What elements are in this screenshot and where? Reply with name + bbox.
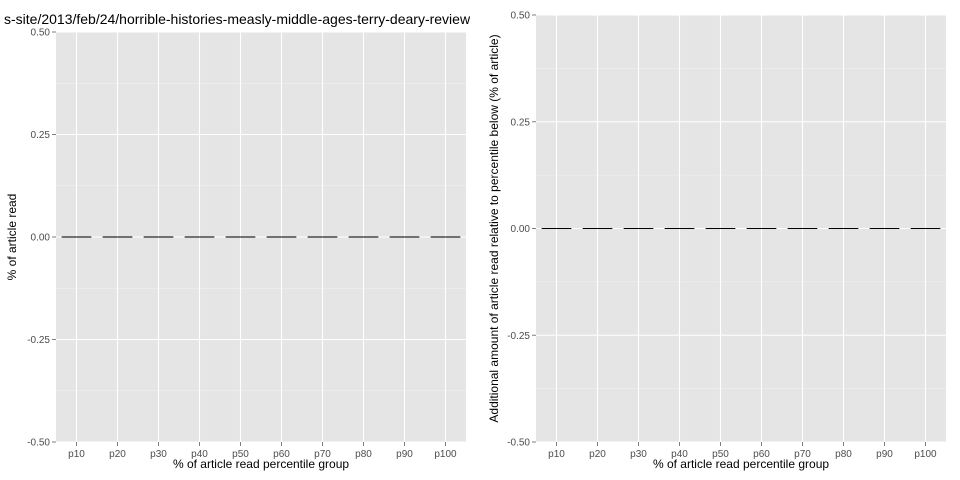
x-tick-label: p10 (548, 449, 565, 460)
x-tick-label: p50 (232, 449, 249, 460)
y-tick-label: -0.50 (27, 438, 50, 449)
y-tick-label: 0.25 (511, 117, 531, 128)
x-tick-label: p60 (273, 449, 290, 460)
x-axis-title: % of article read percentile group (173, 457, 349, 471)
x-tick-label: p30 (150, 449, 167, 460)
chart-title: s-site/2013/feb/24/horrible-histories-me… (4, 11, 471, 27)
x-tick-label: p70 (314, 449, 331, 460)
y-tick-label: -0.50 (507, 438, 530, 449)
x-tick-label: p10 (68, 449, 85, 460)
x-tick-label: p90 (396, 449, 413, 460)
y-axis-title: Additional amount of article read relati… (487, 34, 501, 422)
chart-panel-2: -0.50 -0.25 0.00 0.25 0.50 p10 p20 p30 p40 p50 p60… (487, 11, 946, 471)
x-tick-label: p50 (712, 449, 729, 460)
y-tick-label: -0.25 (27, 335, 50, 346)
y-tick-label: 0.25 (31, 130, 51, 141)
x-tick-label: p100 (914, 449, 937, 460)
x-tick-label: p100 (434, 449, 457, 460)
y-tick-label: 0.00 (511, 224, 531, 235)
x-tick-label: p30 (630, 449, 647, 460)
y-tick-label: 0.50 (31, 28, 51, 39)
x-tick-label: p40 (191, 449, 208, 460)
x-tick-label: p80 (835, 449, 852, 460)
x-tick-label: p70 (794, 449, 811, 460)
chart-panel-1: -0.50 -0.25 0.00 0.25 0.50 p10 p20 p30 p40 p50 p60… (4, 11, 471, 471)
x-tick-label: p20 (589, 449, 606, 460)
x-tick-label: p80 (355, 449, 372, 460)
x-axis-title: % of article read percentile group (653, 457, 829, 471)
y-tick-label: 0.00 (31, 233, 51, 244)
y-axis-title: % of article read (5, 194, 19, 281)
y-tick-label: 0.50 (511, 11, 531, 22)
x-tick-label: p90 (876, 449, 893, 460)
y-tick-label: -0.25 (507, 331, 530, 342)
x-tick-label: p60 (753, 449, 770, 460)
x-tick-label: p20 (109, 449, 126, 460)
x-tick-label: p40 (671, 449, 688, 460)
